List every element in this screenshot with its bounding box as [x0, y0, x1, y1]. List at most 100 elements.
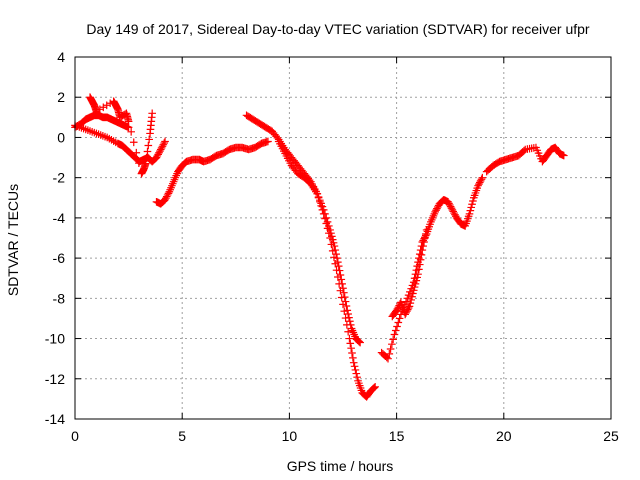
- data-point: [143, 147, 152, 156]
- data-point: [129, 138, 138, 147]
- data-point: [148, 109, 156, 118]
- data-point: [466, 206, 475, 215]
- data-point: [336, 286, 345, 295]
- data-point: [264, 137, 272, 146]
- data-point: [337, 293, 346, 302]
- data-point: [326, 234, 334, 242]
- series-main-depression-lower: [274, 137, 379, 401]
- y-tick-label: -10: [45, 331, 65, 347]
- data-point: [341, 314, 350, 322]
- data-point: [402, 297, 410, 306]
- x-tick-label: 0: [71, 428, 79, 444]
- data-point: [468, 200, 476, 209]
- data-point: [145, 135, 153, 144]
- x-axis-label: GPS time / hours: [287, 458, 394, 474]
- series-early-lower-branch: [71, 121, 169, 166]
- data-point: [370, 383, 379, 392]
- data-point: [343, 321, 351, 329]
- data-point: [417, 251, 426, 259]
- data-point: [343, 306, 352, 315]
- series-early-spikes: [86, 93, 156, 178]
- data-point: [124, 123, 133, 132]
- data-point: [322, 219, 331, 228]
- data-point: [389, 335, 397, 344]
- data-point: [533, 146, 542, 155]
- data-point: [409, 289, 417, 298]
- data-point: [422, 226, 431, 234]
- y-axis-label: SDTVAR / TECUs: [5, 184, 21, 296]
- data-point: [411, 280, 420, 288]
- x-tick-label: 10: [282, 428, 298, 444]
- data-point: [344, 310, 352, 318]
- data-point: [319, 210, 328, 218]
- data-point: [534, 149, 543, 157]
- data-point: [386, 345, 395, 353]
- data-point: [132, 148, 141, 157]
- data-point: [385, 350, 394, 358]
- data-point: [467, 203, 476, 212]
- x-tick-label: 5: [178, 428, 186, 444]
- x-tick-label: 25: [603, 428, 619, 444]
- y-tick-label: -14: [45, 411, 65, 427]
- data-point: [536, 152, 544, 160]
- data-point: [323, 224, 332, 233]
- data-point: [339, 300, 347, 309]
- data-point: [328, 247, 337, 255]
- data-point: [124, 117, 133, 126]
- data-point: [349, 358, 358, 367]
- data-point: [335, 280, 343, 288]
- data-point: [410, 283, 419, 291]
- data-point: [352, 369, 361, 378]
- data-point: [390, 330, 399, 339]
- series-early-upper-branch: [71, 111, 133, 132]
- data-point: [394, 318, 403, 327]
- data-point: [346, 339, 355, 348]
- data-point: [356, 338, 364, 347]
- data-point: [142, 153, 151, 162]
- y-tick-label: 4: [57, 49, 65, 65]
- data-point: [317, 202, 325, 210]
- y-tick-label: 0: [57, 129, 65, 145]
- data-point: [318, 206, 327, 214]
- data-point: [532, 143, 540, 152]
- y-tick-label: -4: [53, 210, 66, 226]
- series-evening: [482, 143, 568, 176]
- data-point: [465, 210, 474, 218]
- data-point: [346, 317, 354, 326]
- data-point: [391, 326, 400, 335]
- data-point: [469, 197, 477, 205]
- data-point: [344, 327, 352, 336]
- y-tick-label: -6: [53, 250, 66, 266]
- data-point: [420, 238, 428, 246]
- data-point: [405, 302, 414, 311]
- x-tick-label: 15: [389, 428, 405, 444]
- data-point: [412, 276, 421, 285]
- data-point: [330, 253, 338, 262]
- data-point: [403, 294, 412, 303]
- data-point: [353, 373, 361, 381]
- data-point: [321, 214, 329, 223]
- data-point: [419, 242, 427, 250]
- data-point: [395, 314, 404, 323]
- data-point: [413, 273, 421, 282]
- data-point: [415, 265, 423, 274]
- x-tick-label: 20: [496, 428, 512, 444]
- data-point: [135, 159, 143, 167]
- y-tick-label: -2: [53, 170, 66, 186]
- data-point: [316, 198, 324, 206]
- data-point: [371, 383, 379, 391]
- y-tick-label: 2: [57, 89, 65, 105]
- data-point: [414, 270, 422, 278]
- data-point: [331, 259, 340, 268]
- y-tick-label: -12: [45, 371, 65, 387]
- data-point: [340, 307, 349, 316]
- data-point: [416, 255, 425, 264]
- data-point: [351, 366, 360, 374]
- data-point: [384, 354, 392, 363]
- data-point: [127, 128, 135, 136]
- data-point: [421, 230, 430, 238]
- data-point: [313, 189, 322, 198]
- data-point: [141, 159, 150, 168]
- data-point: [407, 296, 415, 304]
